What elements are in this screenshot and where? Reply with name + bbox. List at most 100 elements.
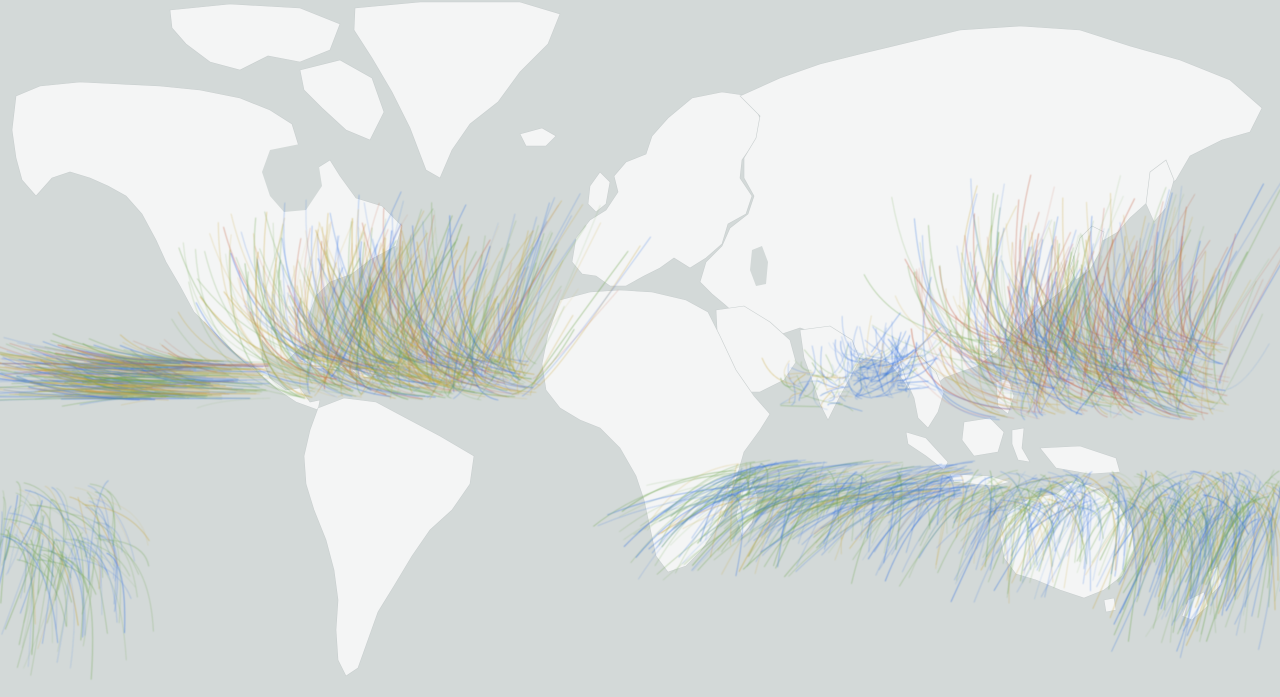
cyclone-track xyxy=(92,556,101,590)
cyclone-track xyxy=(1132,222,1177,386)
cyclone-track xyxy=(659,481,801,522)
cyclone-track xyxy=(1066,482,1092,499)
cyclone-track xyxy=(280,279,355,386)
cyclone-track xyxy=(1157,501,1165,611)
cyclone-track xyxy=(108,539,138,598)
cyclone-track xyxy=(403,307,433,371)
cyclone-track xyxy=(902,486,982,573)
cyclone-track xyxy=(317,233,400,364)
cyclone-track xyxy=(23,554,67,669)
cyclone-track xyxy=(987,245,1041,391)
cyclone-track xyxy=(1141,482,1182,520)
cyclone-track xyxy=(787,363,801,388)
cyclone-track xyxy=(665,461,756,513)
cyclone-track xyxy=(1156,470,1186,551)
cyclone-track xyxy=(368,275,440,375)
cyclone-track xyxy=(5,343,143,375)
cyclone-track xyxy=(1121,297,1226,391)
cyclone-track xyxy=(1149,485,1202,546)
cyclone-track xyxy=(1205,498,1261,586)
cyclone-track xyxy=(853,325,858,352)
cyclone-track xyxy=(10,520,36,625)
cyclone-track xyxy=(1074,285,1098,398)
cyclone-track xyxy=(1213,479,1250,600)
cyclone-track xyxy=(780,405,821,408)
cyclone-track xyxy=(1027,328,1116,378)
cyclone-track xyxy=(961,478,1010,523)
cyclone-track xyxy=(856,357,880,381)
cyclone-track xyxy=(64,393,257,396)
cyclone-track xyxy=(1056,333,1083,411)
cyclone-track xyxy=(335,291,495,378)
cyclone-track xyxy=(919,467,933,513)
cyclone-track xyxy=(978,320,1000,413)
cyclone-track xyxy=(85,506,117,605)
cyclone-track xyxy=(56,547,73,663)
cyclone-track xyxy=(871,353,882,381)
cyclone-track xyxy=(978,336,995,384)
cyclone-track xyxy=(833,481,867,522)
cyclone-track xyxy=(1101,495,1115,529)
cyclone-track xyxy=(749,482,867,495)
cyclone-track xyxy=(1053,489,1087,589)
cyclone-track xyxy=(1030,266,1074,384)
cyclone-track xyxy=(1225,495,1245,579)
cyclone-track xyxy=(1257,483,1274,618)
cyclone-track xyxy=(1098,498,1131,576)
cyclone-track xyxy=(711,465,824,522)
cyclone-track xyxy=(72,538,109,576)
cyclone-track xyxy=(283,202,387,365)
cyclone-track xyxy=(929,258,1008,390)
cyclone-track xyxy=(195,302,309,385)
cyclone-track xyxy=(51,486,70,521)
cyclone-track xyxy=(253,217,341,369)
cyclone-track xyxy=(683,488,825,565)
cyclone-track xyxy=(797,380,820,385)
cyclone-track xyxy=(865,377,870,380)
cyclone-track xyxy=(1133,476,1167,501)
cyclone-track xyxy=(794,360,820,377)
cyclone-track xyxy=(1201,482,1209,585)
cyclone-track xyxy=(908,492,980,578)
cyclone-track xyxy=(872,326,1012,410)
cyclone-track xyxy=(1153,235,1210,387)
cyclone-track xyxy=(325,251,477,380)
cyclone-track xyxy=(447,304,465,391)
cyclone-track xyxy=(999,232,1071,364)
cyclone-track xyxy=(1083,500,1089,570)
cyclone-track xyxy=(1122,494,1136,567)
cyclone-track xyxy=(1066,488,1100,528)
cyclone-track xyxy=(1009,346,1127,406)
cyclone-track xyxy=(788,376,797,380)
cyclone-track xyxy=(1060,305,1133,389)
cyclone-track xyxy=(106,491,114,529)
cyclone-track xyxy=(23,353,163,363)
cyclone-track xyxy=(33,374,196,389)
cyclone-track xyxy=(854,341,880,366)
cyclone-track xyxy=(859,496,930,541)
cyclone-track xyxy=(1180,288,1228,397)
cyclone-track xyxy=(367,268,381,383)
cyclone-track xyxy=(307,276,442,383)
cyclone-track xyxy=(1015,199,1045,367)
cyclone-track xyxy=(1052,480,1084,532)
cyclone-track xyxy=(875,390,903,398)
cyclone-track xyxy=(87,485,110,529)
cyclone-track xyxy=(954,324,1027,397)
cyclone-track xyxy=(754,498,833,543)
cyclone-track xyxy=(867,489,961,560)
cyclone-track xyxy=(968,476,986,564)
cyclone-track xyxy=(729,463,739,546)
cyclone-track xyxy=(249,311,337,380)
cyclone-track xyxy=(397,209,422,378)
cyclone-track xyxy=(1185,258,1270,381)
cyclone-track xyxy=(393,285,529,362)
cyclone-track xyxy=(1210,480,1261,607)
cyclone-track xyxy=(1227,512,1267,602)
cyclone-track xyxy=(1116,484,1153,511)
cyclone-track xyxy=(1085,471,1158,576)
cyclone-track xyxy=(1209,474,1228,615)
cyclone-track xyxy=(905,484,920,553)
